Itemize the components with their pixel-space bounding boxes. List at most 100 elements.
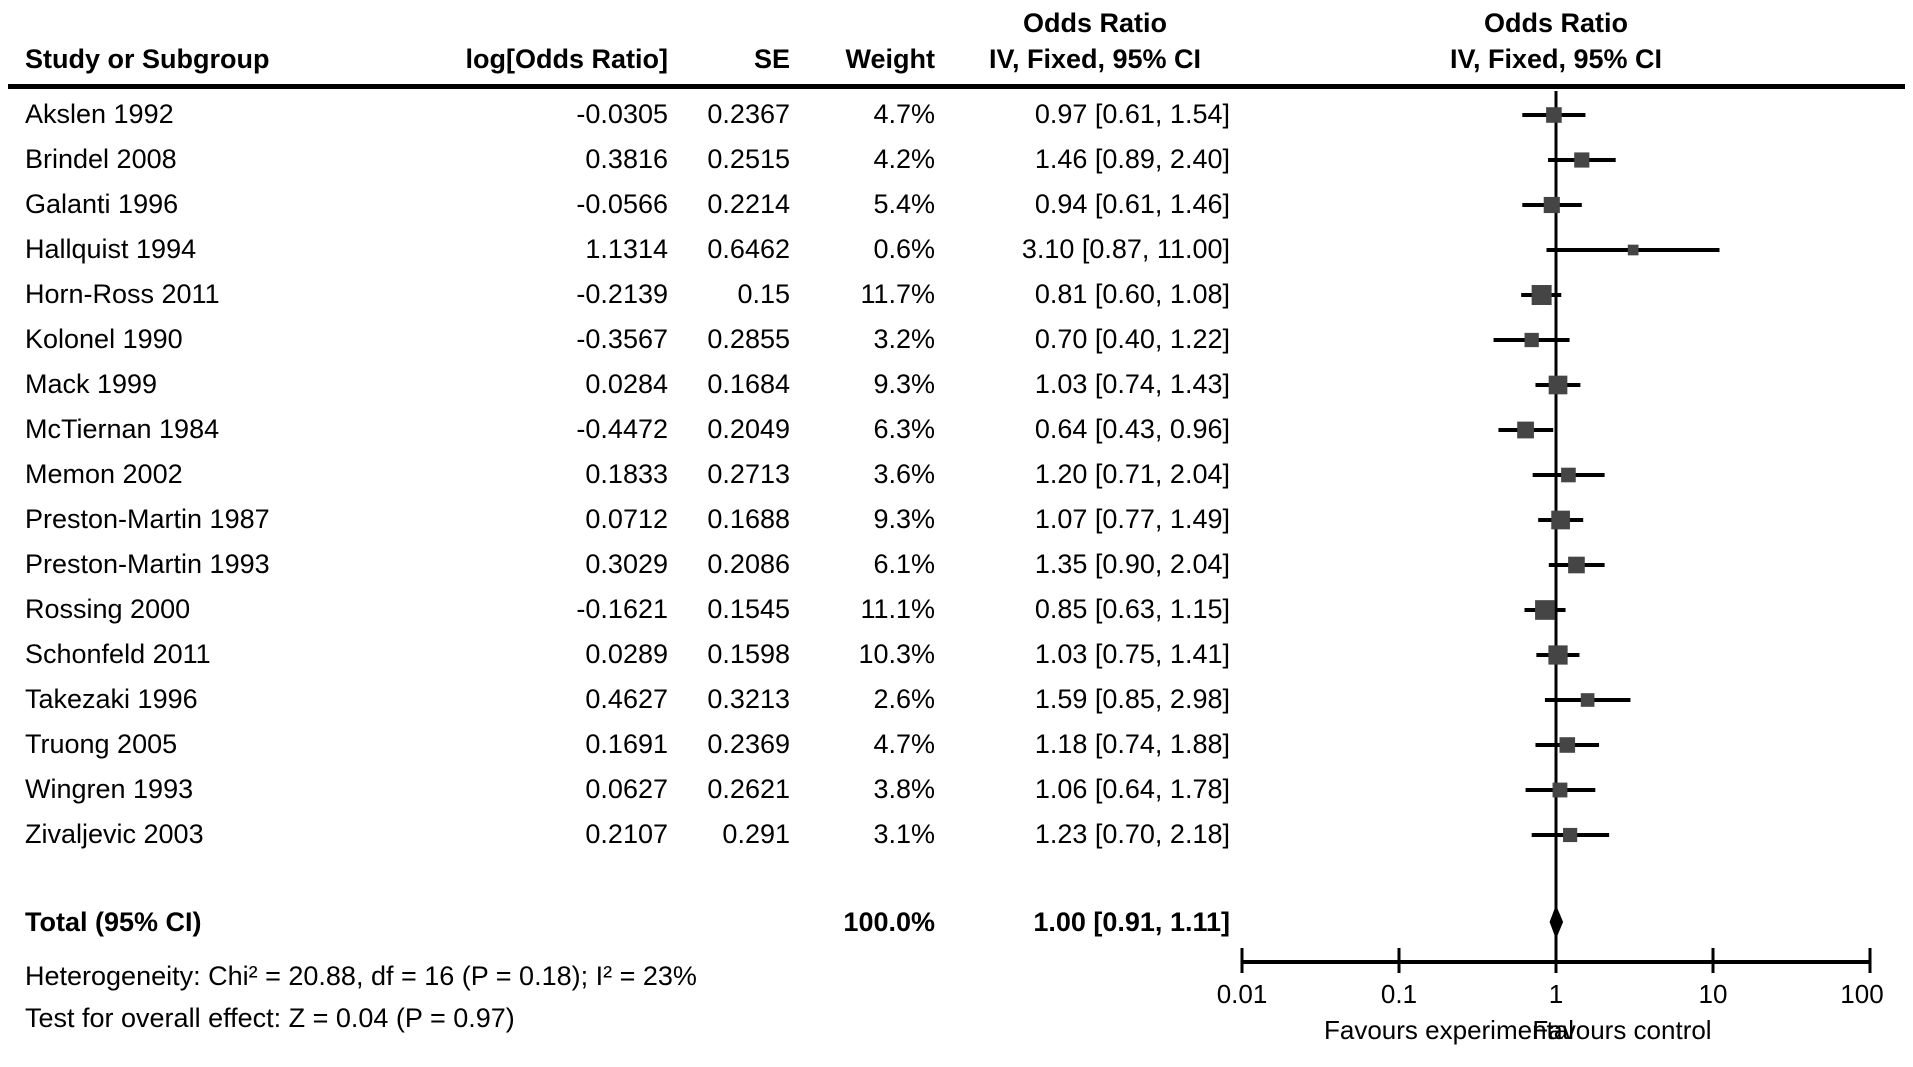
ci-text-cell: 1.23 [0.70, 2.18] bbox=[1034, 819, 1230, 849]
study-name-cell: Horn-Ross 2011 bbox=[25, 279, 220, 309]
study-name-cell: Brindel 2008 bbox=[25, 144, 177, 174]
study-name-cell: Galanti 1996 bbox=[25, 189, 179, 219]
weight-cell: 4.2% bbox=[873, 144, 935, 174]
table-row: Mack 1999 0.0284 0.1684 9.3% 1.03 [0.74, 1.4… bbox=[0, 362, 1913, 407]
effect-square bbox=[1563, 827, 1578, 843]
heterogeneity-stats: Heterogeneity: Chi² = 20.88, df = 16 (P … bbox=[25, 961, 697, 991]
table-row: Akslen 1992 -0.0305 0.2367 4.7% 0.97 [0.61, … bbox=[0, 92, 1913, 137]
table-row: Zivaljevic 2003 0.2107 0.291 3.1% 1.23 [0.70… bbox=[0, 812, 1913, 857]
study-name-cell: Akslen 1992 bbox=[25, 99, 174, 129]
ci-text-cell: 0.94 [0.61, 1.46] bbox=[1034, 189, 1230, 219]
ci-text-cell: 1.06 [0.64, 1.78] bbox=[1034, 774, 1230, 804]
total-label: Total (95% CI) bbox=[25, 907, 202, 937]
column-group-header-odds-ratio-graph: Odds Ratio bbox=[1483, 8, 1629, 38]
table-row: Takezaki 1996 0.4627 0.3213 2.6% 1.59 [0.85,… bbox=[0, 677, 1913, 722]
ci-text-cell: 1.20 [0.71, 2.04] bbox=[1034, 459, 1230, 489]
ci-text-cell: 1.18 [0.74, 1.88] bbox=[1034, 729, 1230, 759]
study-name-cell: Hallquist 1994 bbox=[25, 234, 197, 264]
weight-cell: 4.7% bbox=[873, 729, 935, 759]
log-odds-ratio-cell: -0.2139 bbox=[576, 279, 668, 309]
total-row: Total (95% CI) 100.0% 1.00 [0.91, 1.11] bbox=[0, 900, 1913, 945]
table-row: Galanti 1996 -0.0566 0.2214 5.4% 0.94 [0.61,… bbox=[0, 182, 1913, 227]
ci-text-cell: 0.97 [0.61, 1.54] bbox=[1034, 99, 1230, 129]
se-cell: 0.1688 bbox=[707, 504, 790, 534]
total-ci-text: 1.00 [0.91, 1.11] bbox=[1033, 907, 1230, 937]
weight-cell: 3.6% bbox=[873, 459, 935, 489]
log-odds-ratio-cell: 0.1833 bbox=[585, 459, 668, 489]
se-cell: 0.2515 bbox=[707, 144, 790, 174]
axis-tick-label: 10 bbox=[1698, 979, 1728, 1009]
se-cell: 0.1684 bbox=[707, 369, 790, 399]
se-cell: 0.6462 bbox=[707, 234, 790, 264]
column-header-log-odds-ratio: log[Odds Ratio] bbox=[465, 44, 668, 74]
study-name-cell: Preston-Martin 1987 bbox=[25, 504, 270, 534]
se-cell: 0.15 bbox=[737, 279, 790, 309]
log-odds-ratio-cell: 0.3029 bbox=[585, 549, 668, 579]
table-row: Schonfeld 2011 0.0289 0.1598 10.3% 1.03 [0.7… bbox=[0, 632, 1913, 677]
ci-text-cell: 1.07 [0.77, 1.49] bbox=[1034, 504, 1230, 534]
axis-tick-label: 0.1 bbox=[1380, 979, 1418, 1009]
ci-text-cell: 1.35 [0.90, 2.04] bbox=[1034, 549, 1230, 579]
table-row: Horn-Ross 2011 -0.2139 0.15 11.7% 0.81 [0.60… bbox=[0, 272, 1913, 317]
se-cell: 0.1545 bbox=[707, 594, 790, 624]
se-cell: 0.2367 bbox=[707, 99, 790, 129]
effect-square bbox=[1543, 196, 1560, 214]
log-odds-ratio-cell: 0.3816 bbox=[585, 144, 668, 174]
effect-square bbox=[1561, 467, 1576, 483]
weight-cell: 5.4% bbox=[873, 189, 935, 219]
ci-text-cell: 0.81 [0.60, 1.08] bbox=[1034, 279, 1230, 309]
study-name-cell: Rossing 2000 bbox=[25, 594, 191, 624]
effect-square bbox=[1627, 244, 1639, 256]
ci-text-cell: 0.64 [0.43, 0.96] bbox=[1034, 414, 1230, 444]
header-divider-line bbox=[8, 84, 1905, 89]
axis-tick-label: 100 bbox=[1840, 979, 1884, 1009]
ci-text-cell: 0.70 [0.40, 1.22] bbox=[1034, 324, 1230, 354]
weight-cell: 0.6% bbox=[873, 234, 935, 264]
log-odds-ratio-cell: -0.1621 bbox=[576, 594, 668, 624]
study-name-cell: McTiernan 1984 bbox=[25, 414, 220, 444]
weight-cell: 6.3% bbox=[873, 414, 935, 444]
weight-cell: 3.8% bbox=[873, 774, 935, 804]
ci-text-cell: 1.03 [0.74, 1.43] bbox=[1034, 369, 1230, 399]
overall-effect-stats: Test for overall effect: Z = 0.04 (P = 0… bbox=[25, 1003, 515, 1033]
table-row: Brindel 2008 0.3816 0.2515 4.2% 1.46 [0.89, … bbox=[0, 137, 1913, 182]
se-cell: 0.2214 bbox=[707, 189, 790, 219]
study-name-cell: Takezaki 1996 bbox=[25, 684, 198, 714]
effect-square bbox=[1551, 510, 1570, 530]
column-header-ci-graph: IV, Fixed, 95% CI bbox=[1449, 44, 1663, 74]
log-odds-ratio-cell: 0.4627 bbox=[585, 684, 668, 714]
log-odds-ratio-cell: -0.3567 bbox=[576, 324, 668, 354]
effect-square bbox=[1559, 737, 1576, 753]
total-weight: 100.0% bbox=[843, 907, 935, 937]
weight-cell: 11.7% bbox=[860, 279, 935, 309]
total-diamond bbox=[1549, 905, 1564, 939]
se-cell: 0.2049 bbox=[707, 414, 790, 444]
log-odds-ratio-cell: -0.4472 bbox=[576, 414, 668, 444]
ci-text-cell: 3.10 [0.87, 11.00] bbox=[1021, 234, 1230, 264]
log-odds-ratio-cell: 0.0627 bbox=[585, 774, 668, 804]
study-name-cell: Memon 2002 bbox=[25, 459, 183, 489]
log-odds-ratio-cell: 1.1314 bbox=[585, 234, 668, 264]
axis-tick-label: 0.01 bbox=[1216, 979, 1268, 1009]
weight-cell: 9.3% bbox=[873, 504, 935, 534]
column-header-study: Study or Subgroup bbox=[25, 44, 270, 74]
effect-square bbox=[1548, 375, 1568, 395]
weight-cell: 6.1% bbox=[873, 549, 935, 579]
weight-cell: 4.7% bbox=[873, 99, 935, 129]
log-odds-ratio-cell: -0.0305 bbox=[576, 99, 668, 129]
effect-square bbox=[1546, 107, 1562, 123]
axis-tick-label: 1 bbox=[1548, 979, 1564, 1009]
table-row: McTiernan 1984 -0.4472 0.2049 6.3% 0.64 [0.4… bbox=[0, 407, 1913, 452]
weight-cell: 10.3% bbox=[858, 639, 935, 669]
weight-cell: 2.6% bbox=[873, 684, 935, 714]
weight-cell: 9.3% bbox=[873, 369, 935, 399]
se-cell: 0.291 bbox=[722, 819, 790, 849]
weight-cell: 3.2% bbox=[873, 324, 935, 354]
column-header-weight: Weight bbox=[845, 44, 936, 74]
favours-right-label: Favours control bbox=[1532, 1015, 1712, 1045]
log-odds-ratio-cell: 0.0284 bbox=[585, 369, 668, 399]
log-odds-ratio-cell: -0.0566 bbox=[576, 189, 668, 219]
ci-text-cell: 1.46 [0.89, 2.40] bbox=[1034, 144, 1230, 174]
